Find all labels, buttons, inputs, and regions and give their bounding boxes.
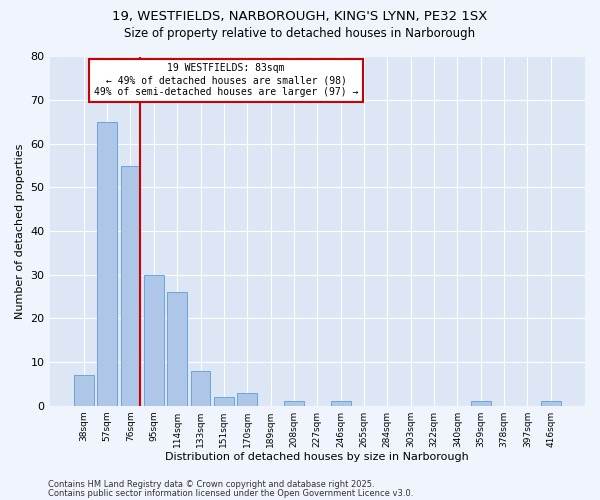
Bar xyxy=(121,166,140,406)
Bar xyxy=(97,122,117,406)
Bar xyxy=(541,402,560,406)
Y-axis label: Number of detached properties: Number of detached properties xyxy=(15,144,25,319)
Bar xyxy=(238,392,257,406)
X-axis label: Distribution of detached houses by size in Narborough: Distribution of detached houses by size … xyxy=(166,452,469,462)
Bar xyxy=(214,397,234,406)
Bar xyxy=(331,402,350,406)
Bar xyxy=(471,402,491,406)
Text: Contains public sector information licensed under the Open Government Licence v3: Contains public sector information licen… xyxy=(48,488,413,498)
Bar xyxy=(191,371,211,406)
Text: Size of property relative to detached houses in Narborough: Size of property relative to detached ho… xyxy=(124,28,476,40)
Text: 19, WESTFIELDS, NARBOROUGH, KING'S LYNN, PE32 1SX: 19, WESTFIELDS, NARBOROUGH, KING'S LYNN,… xyxy=(112,10,488,23)
Bar xyxy=(74,375,94,406)
Text: Contains HM Land Registry data © Crown copyright and database right 2025.: Contains HM Land Registry data © Crown c… xyxy=(48,480,374,489)
Bar xyxy=(284,402,304,406)
Bar xyxy=(167,292,187,406)
Text: 19 WESTFIELDS: 83sqm
← 49% of detached houses are smaller (98)
49% of semi-detac: 19 WESTFIELDS: 83sqm ← 49% of detached h… xyxy=(94,64,358,96)
Bar xyxy=(144,275,164,406)
